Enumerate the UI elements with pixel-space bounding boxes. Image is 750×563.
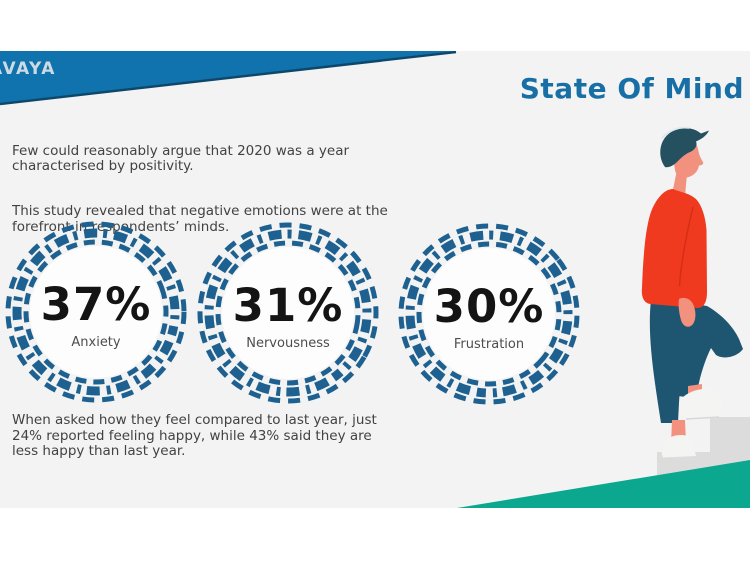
person-front-leg: [677, 302, 743, 398]
stat-inner-disc: [222, 247, 354, 379]
intro-paragraph-2: This study revealed that negative emotio…: [12, 203, 388, 235]
ring-pattern: [197, 222, 379, 404]
stat-ring-frustration: [398, 223, 580, 405]
stat-ring-anxiety: [5, 221, 187, 403]
front-shoe: [678, 389, 723, 419]
ring-inner: [416, 241, 562, 387]
person-illustration: [641, 126, 750, 508]
person-shirt: [641, 189, 707, 308]
avaya-logo: AVAYA: [0, 59, 56, 79]
ring-middle: [12, 228, 180, 396]
front-shoe-sole: [685, 416, 720, 420]
ring-inner: [23, 239, 169, 385]
banner-edge-line: [0, 51, 457, 106]
stat-label-frustration: Frustration: [453, 337, 525, 352]
ring-outer: [5, 221, 187, 403]
stat-inner-disc: [423, 248, 555, 380]
stat-value-nervousness: 31%: [232, 279, 344, 332]
closing-text: When asked how they feel compared to las…: [12, 412, 377, 459]
person-hand: [678, 297, 696, 327]
stat-value-anxiety: 37%: [40, 278, 152, 331]
shirt-seam: [678, 206, 694, 287]
ring-outer: [398, 223, 580, 405]
stat-label-anxiety: Anxiety: [71, 335, 121, 350]
stat-inner-disc: [30, 246, 162, 378]
stat-circle-anxiety: 37% Anxiety: [4, 220, 188, 404]
ring-middle: [204, 229, 372, 397]
page-title: State Of Mind: [519, 72, 744, 105]
intro-paragraph-1: Few could reasonably argue that 2020 was…: [12, 142, 350, 174]
stat-label-nervousness: Nervousness: [246, 336, 330, 351]
ring-pattern: [5, 221, 187, 403]
ring-outer: [197, 222, 379, 404]
stat-circle-nervousness: 31% Nervousness: [196, 221, 380, 405]
person-hair: [660, 128, 709, 168]
stat-value-frustration: 30%: [433, 280, 545, 333]
intro-text: Few could reasonably argue that 2020 was…: [12, 128, 482, 265]
ring-inner: [215, 240, 361, 386]
hair-highlight: [661, 126, 690, 139]
ring-pattern: [398, 223, 580, 405]
ring-middle: [405, 230, 573, 398]
stairs: [657, 417, 750, 508]
stat-circle-frustration: 30% Frustration: [397, 222, 581, 406]
stat-ring-nervousness: [197, 222, 379, 404]
back-shoe: [661, 435, 696, 458]
person-back-leg: [649, 300, 685, 423]
top-banner: [0, 51, 457, 106]
